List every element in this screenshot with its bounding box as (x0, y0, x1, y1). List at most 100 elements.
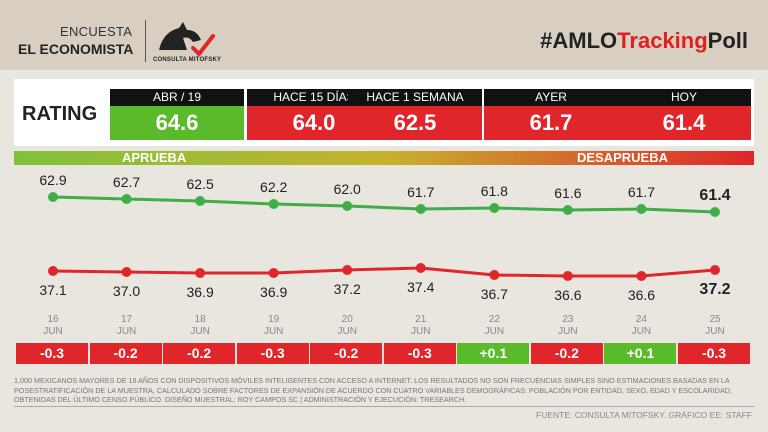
rating-box-header: HACE 15 DÍAS (247, 89, 381, 106)
rating-panel: RATING ABR / 19 64.6 HACE 15 DÍAS 64.0 H… (14, 79, 754, 146)
series-line-aprueba (52, 195, 716, 214)
x-tick-day: 22 (489, 314, 501, 325)
data-label: 61.7 (407, 184, 434, 200)
data-label: 37.4 (407, 279, 434, 295)
rating-label: RATING (22, 103, 98, 125)
data-point (48, 266, 58, 276)
hashtag-title: #AMLOTrackingPoll (540, 28, 748, 54)
data-label: 62.5 (186, 176, 213, 192)
x-tick-month: JUN (43, 326, 62, 337)
data-label: 37.0 (113, 283, 140, 299)
approval-gradient-bar: APRUEBA DESAPRUEBA (14, 151, 754, 165)
rating-box-header: ABR / 19 (110, 89, 244, 106)
series-line-desaprueba (52, 266, 716, 278)
rating-box-value: 61.4 (617, 106, 751, 140)
hashtag-prefix: #AMLO (540, 28, 618, 53)
data-label: 62.0 (334, 181, 361, 197)
x-tick-month: JUN (485, 326, 504, 337)
x-tick-month: JUN (705, 326, 724, 337)
methodology-note: 1,000 mexicanos mayores de 18 años con d… (14, 376, 732, 404)
data-label: 61.4 (699, 187, 730, 204)
change-box: -0.3 (678, 343, 750, 364)
footer-divider (14, 406, 754, 407)
x-tick-month: JUN (190, 326, 209, 337)
x-tick-month: JUN (632, 326, 651, 337)
approve-label: APRUEBA (122, 150, 187, 165)
data-label: 36.9 (186, 284, 213, 300)
x-tick-day: 19 (268, 314, 280, 325)
x-tick-day: 23 (562, 314, 574, 325)
x-tick-day: 24 (636, 314, 648, 325)
rating-box-today: HOY 61.4 (617, 89, 751, 140)
data-label: 61.6 (554, 185, 581, 201)
change-box: +0.1 (604, 343, 677, 364)
x-tick-day: 21 (415, 314, 427, 325)
disapprove-label: DESAPRUEBA (576, 150, 668, 165)
hashtag-suffix: Poll (707, 28, 748, 53)
x-tick-day: 25 (709, 314, 721, 325)
data-point (710, 207, 720, 217)
data-point (562, 271, 573, 281)
x-tick-month: JUN (558, 326, 577, 337)
change-box: -0.3 (383, 343, 456, 364)
x-tick-month: JUN (117, 326, 136, 337)
x-tick-month: JUN (337, 326, 356, 337)
brand-separator (145, 20, 146, 62)
data-label: 37.2 (699, 281, 730, 298)
x-tick-day: 18 (195, 314, 207, 325)
change-box: -0.2 (530, 343, 603, 364)
rating-box-abr19: ABR / 19 64.6 (110, 89, 244, 140)
brand-line1: ENCUESTA (60, 24, 133, 39)
logo-text: CONSULTA MITOFSKY (153, 57, 222, 63)
data-point (415, 204, 426, 214)
rating-box-1-week: HACE 1 SEMANA 62.5 (348, 89, 482, 140)
data-point (268, 199, 279, 209)
hashtag-highlight: Tracking (617, 28, 708, 53)
data-label: 37.2 (334, 281, 361, 297)
data-point (121, 267, 132, 277)
data-point (489, 270, 500, 280)
data-point (342, 265, 353, 275)
x-tick-day: 16 (47, 314, 59, 325)
data-point (268, 268, 279, 278)
header-banner: ENCUESTA EL ECONOMISTA CONSULTA MITOFSKY… (0, 0, 768, 70)
data-label: 36.6 (554, 287, 581, 303)
change-box: -0.3 (236, 343, 309, 364)
rating-box-header: HOY (617, 89, 751, 106)
data-point (710, 265, 720, 275)
data-label: 62.9 (39, 172, 66, 188)
x-tick-day: 20 (342, 314, 354, 325)
data-point (195, 268, 206, 278)
data-point (415, 263, 426, 273)
change-box: -0.3 (16, 343, 88, 364)
data-point (121, 194, 132, 204)
data-point (562, 205, 573, 215)
data-label: 36.6 (628, 287, 655, 303)
data-point (489, 203, 500, 213)
data-label: 62.7 (113, 174, 140, 190)
data-point (195, 196, 206, 206)
rating-box-header: AYER (484, 89, 618, 106)
tracking-line-chart: 62.9 62.7 62.5 62.2 62.0 61.7 61.8 61.6 61.7 61.4… (39, 172, 730, 337)
change-box: -0.2 (89, 343, 162, 364)
data-point (48, 192, 58, 202)
rating-box-header: HACE 1 SEMANA (348, 89, 482, 106)
x-tick-day: 17 (121, 314, 133, 325)
data-label: 62.2 (260, 179, 287, 195)
rating-box-yesterday: AYER 61.7 (484, 89, 618, 140)
data-point (342, 201, 353, 211)
data-point (636, 204, 647, 214)
data-label: 61.7 (628, 184, 655, 200)
change-box: -0.2 (310, 343, 383, 364)
brand-line2: EL ECONOMISTA (18, 41, 134, 57)
x-tick-month: JUN (411, 326, 430, 337)
data-label: 37.1 (39, 282, 66, 298)
change-box: +0.1 (457, 343, 530, 364)
mitofsky-logo-icon (159, 22, 215, 56)
data-label: 61.8 (481, 183, 508, 199)
data-label: 36.7 (481, 286, 508, 302)
data-label: 36.9 (260, 284, 287, 300)
rating-box-value: 62.5 (348, 106, 482, 140)
rating-box-value: 64.6 (110, 106, 244, 140)
x-tick-month: JUN (264, 326, 283, 337)
